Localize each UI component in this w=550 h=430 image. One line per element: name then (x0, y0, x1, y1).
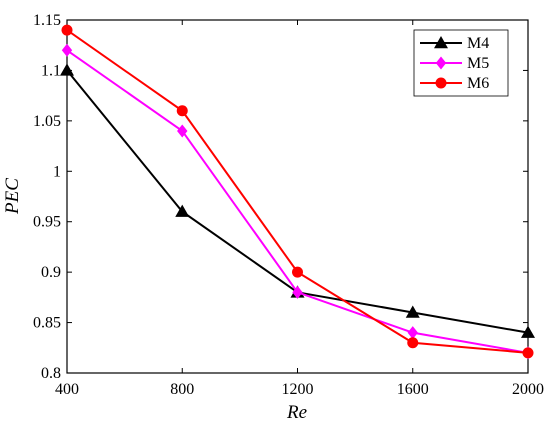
y-tick-label: 0.85 (33, 315, 61, 332)
x-tick-label: 400 (55, 381, 79, 398)
y-tick-label: 1.1 (41, 62, 61, 79)
data-point-m5 (407, 326, 418, 340)
y-tick-label: 1.15 (33, 12, 61, 29)
legend-label-m5: M5 (467, 55, 489, 72)
y-tick-label: 1 (53, 163, 61, 180)
data-point-m6 (176, 105, 188, 117)
y-tick-label: 0.9 (41, 264, 61, 281)
data-point-m6 (522, 347, 534, 359)
data-point-m4 (521, 325, 535, 338)
x-tick-label: 1200 (282, 381, 314, 398)
data-point-m6 (292, 266, 303, 278)
legend-marker-m4 (434, 36, 448, 49)
legend-label-m6: M6 (467, 75, 489, 92)
data-point-m6 (407, 337, 419, 349)
x-tick-label: 800 (170, 381, 194, 398)
series-m6 (61, 24, 534, 359)
legend-label-m4: M4 (467, 35, 489, 52)
y-tick-label: 0.95 (33, 214, 61, 231)
data-point-m6 (61, 24, 73, 36)
data-point-m4 (60, 63, 74, 76)
series-layer (60, 24, 535, 360)
legend: M4 M5 M6 (413, 29, 509, 97)
x-tick-label: 1600 (397, 381, 429, 398)
x-tick-label: 2000 (512, 381, 544, 398)
legend-marker-m6 (435, 77, 447, 89)
data-point-m4 (175, 204, 190, 217)
y-tick-label: 1.05 (33, 113, 61, 130)
data-point-m5 (177, 124, 188, 138)
y-tick-label: 0.8 (41, 365, 61, 382)
y-axis-label: PEC (2, 178, 23, 215)
axis-ticks: 400 800 1200 1600 2000 0.8 0.85 0.9 0.95 1 1.05 1.1… (33, 12, 544, 398)
legend-marker-m5 (435, 56, 447, 70)
data-point-m4 (405, 305, 420, 318)
x-axis-label: Re (286, 402, 307, 423)
data-point-m5 (61, 43, 73, 57)
data-point-m5 (292, 285, 303, 299)
